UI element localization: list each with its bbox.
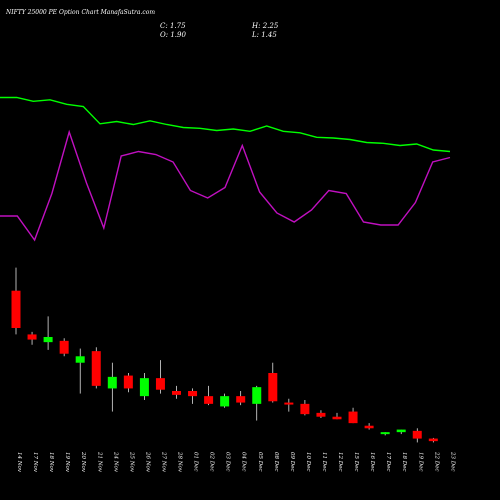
candle — [59, 338, 69, 357]
candle — [43, 316, 53, 350]
candle-body-down — [59, 340, 69, 354]
candle-body-down — [11, 290, 21, 328]
candle-body-down — [284, 402, 294, 405]
candle-body-up — [252, 387, 262, 404]
x-tick-label: 18 Nov — [48, 452, 54, 473]
candle — [188, 388, 198, 404]
low-value: L: 1.45 — [252, 31, 277, 39]
x-tick-label: 11 Dec — [321, 452, 327, 472]
candle-body-down — [316, 412, 326, 417]
x-tick-label: 10 Dec — [305, 452, 311, 472]
x-tick-label: 17 Nov — [32, 452, 38, 473]
x-tick-label: 20 Nov — [80, 451, 86, 473]
x-tick-label: 15 Dec — [353, 452, 359, 472]
candle-body-down — [123, 375, 133, 389]
x-tick-label: 28 Nov — [177, 451, 183, 473]
open-value: O: 1.90 — [160, 31, 186, 39]
chart-title: NIFTY 25000 PE Option Chart ManafaSutra.… — [6, 9, 156, 16]
x-tick-label: 24 Nov — [112, 451, 118, 473]
candle — [316, 410, 326, 418]
candle — [107, 362, 117, 412]
x-tick-label: 23 Dec — [449, 451, 455, 472]
candle-body-up — [396, 429, 406, 433]
candle — [332, 412, 342, 420]
candle-body-down — [428, 438, 438, 442]
candle-body-down — [348, 411, 358, 424]
close-value: C: 1.75 — [160, 22, 186, 30]
candle-body-down — [332, 416, 342, 420]
candle — [123, 373, 133, 393]
candle-body-up — [220, 396, 230, 407]
x-tick-label: 09 Dec — [289, 452, 295, 472]
candle-body-down — [91, 351, 101, 386]
candle-body-down — [412, 430, 422, 439]
candle — [252, 385, 262, 421]
candle-body-down — [300, 403, 310, 415]
candle — [428, 437, 438, 443]
candles — [11, 267, 438, 443]
x-tick-label: 21 Nov — [96, 451, 102, 473]
x-tick-label: 12 Dec — [337, 452, 343, 472]
candle — [155, 360, 165, 394]
x-tick-label: 22 Dec — [433, 451, 439, 472]
x-tick-label: 19 Nov — [64, 452, 70, 473]
candle — [220, 393, 230, 408]
indicator-lines — [0, 96, 451, 242]
candle — [75, 348, 85, 394]
candle — [300, 400, 310, 416]
candle — [268, 362, 278, 403]
candle — [236, 391, 246, 406]
x-tick-label: 27 Nov — [160, 451, 166, 473]
candle — [172, 385, 181, 399]
candle — [91, 347, 101, 389]
candle — [204, 385, 214, 406]
x-tick-label: 18 Dec — [401, 452, 407, 472]
x-tick-label: 17 Dec — [385, 452, 391, 472]
x-tick-label: 14 Nov — [16, 452, 22, 473]
x-tick-label: 01 Dec — [193, 452, 199, 472]
x-tick-label: 25 Nov — [128, 451, 134, 473]
candle — [396, 429, 406, 435]
candle-body-up — [139, 378, 149, 397]
x-tick-label: 03 Dec — [225, 452, 231, 472]
candle-body-down — [236, 396, 246, 403]
candle — [27, 331, 37, 345]
candle-body-up — [107, 376, 117, 389]
candle — [380, 432, 390, 436]
candle-body-down — [364, 425, 374, 429]
candle-body-up — [43, 337, 53, 343]
candle — [139, 373, 149, 400]
series-line-magenta — [0, 129, 451, 242]
x-tick-label: 19 Dec — [417, 452, 423, 472]
candle-body-up — [75, 356, 85, 363]
candle — [348, 407, 358, 424]
candle-body-up — [380, 432, 390, 435]
high-value: H: 2.25 — [252, 22, 279, 30]
x-tick-label: 26 Nov — [144, 451, 150, 473]
candle-body-down — [188, 391, 198, 397]
candle-body-down — [27, 334, 37, 340]
candle — [412, 428, 422, 443]
x-tick-label: 04 Dec — [241, 452, 247, 472]
candle-body-down — [155, 378, 165, 390]
series-line-green — [0, 96, 451, 153]
x-tick-label: 08 Dec — [273, 452, 279, 472]
x-axis-labels: 14 Nov 17 Nov 18 Nov 19 Nov 20 Nov 21 Nov 24 N… — [16, 451, 455, 473]
candle-body-down — [172, 391, 181, 395]
x-tick-label: 05 Dec — [257, 452, 263, 472]
candle-body-down — [268, 373, 278, 402]
candle-body-down — [204, 396, 214, 404]
candle — [284, 398, 294, 412]
x-tick-label: 02 Dec — [209, 452, 215, 472]
candle — [364, 423, 374, 430]
x-tick-label: 16 Dec — [369, 452, 375, 472]
candle — [11, 267, 21, 335]
